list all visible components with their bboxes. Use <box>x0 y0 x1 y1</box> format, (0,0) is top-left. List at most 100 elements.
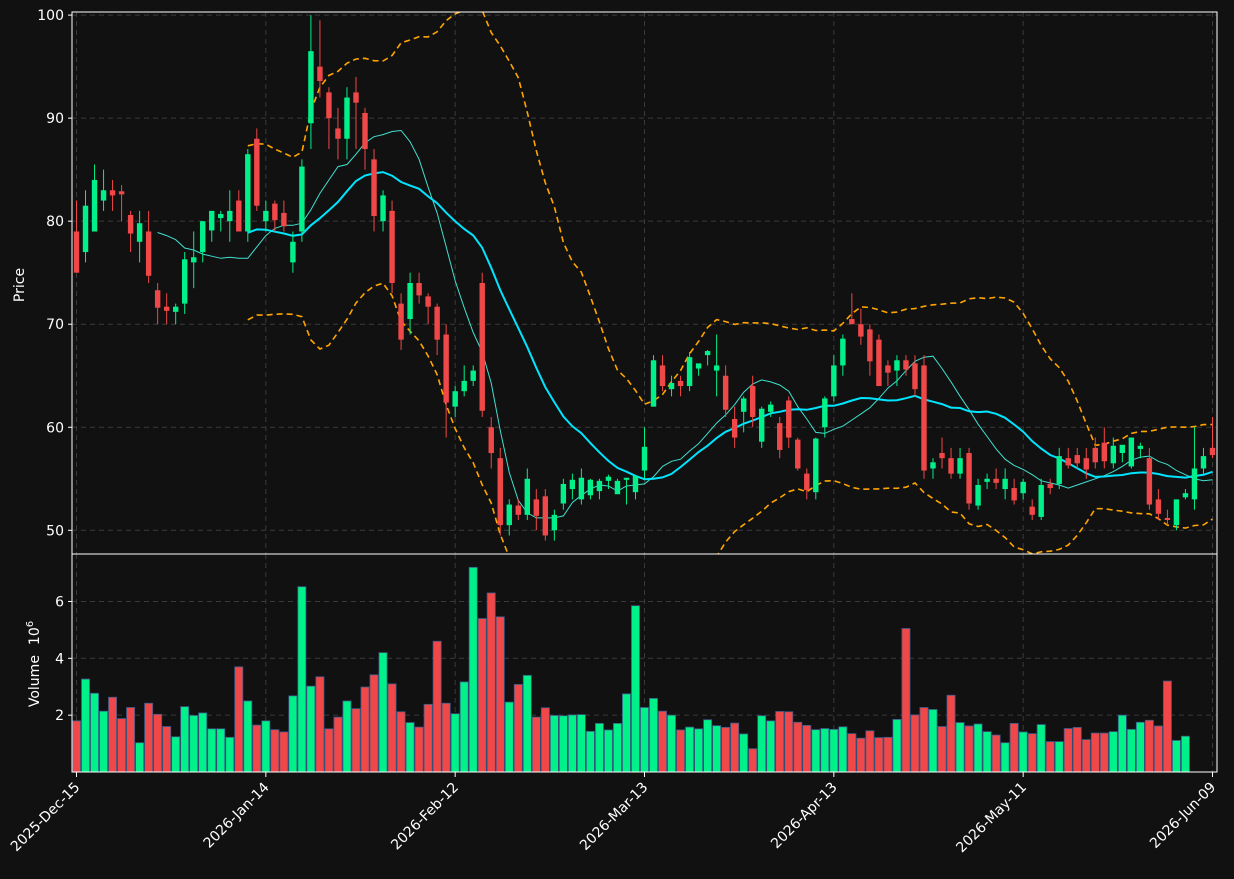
candle-body <box>867 329 873 362</box>
candle-body <box>894 360 900 371</box>
volume-bar <box>1045 741 1055 773</box>
volume-bar <box>775 711 785 773</box>
volume-axis-exponent-base: 10 <box>27 627 43 645</box>
price-tick-label: 60 <box>46 420 64 436</box>
volume-bar <box>712 725 722 773</box>
volume-tick-label: 4 <box>55 651 64 667</box>
volume-bar <box>793 721 803 773</box>
candle-body <box>326 92 332 119</box>
volume-bar <box>216 728 226 773</box>
volume-bar <box>1153 725 1163 773</box>
candle-body <box>254 138 260 206</box>
candle-body <box>371 159 377 217</box>
volume-bar <box>919 707 929 773</box>
candle-body <box>154 290 161 308</box>
volume-bar <box>369 674 379 773</box>
volume-bar <box>468 566 478 773</box>
candle-body <box>470 370 476 381</box>
candle-body <box>921 365 927 471</box>
candle-body <box>209 210 215 231</box>
candle-body <box>605 476 612 481</box>
volume-bar <box>414 726 424 773</box>
candle-body <box>939 453 945 459</box>
volume-bar <box>694 728 704 773</box>
volume-bar <box>883 736 893 773</box>
candle-body <box>191 257 197 263</box>
volume-bar <box>1144 719 1154 773</box>
candle-body <box>641 446 648 471</box>
volume-bar <box>99 710 109 773</box>
candle-body <box>1056 456 1062 484</box>
volume-bar <box>631 605 640 773</box>
candle-body <box>317 66 323 82</box>
volume-bar <box>1099 732 1109 773</box>
volume-bar <box>721 726 731 773</box>
volume-bar <box>1135 721 1145 773</box>
volume-bar <box>658 710 667 773</box>
price-axis-ticks: 50 60 70 80 90 100 <box>37 8 72 539</box>
lower-band-line <box>247 282 1213 554</box>
volume-bar <box>585 730 595 773</box>
volume-bar <box>396 711 406 773</box>
candle-body <box>1092 447 1098 463</box>
volume-bar <box>928 709 938 773</box>
candle-body <box>948 458 954 474</box>
volume-bar <box>549 715 559 773</box>
candle-body <box>1110 445 1117 464</box>
volume-bar <box>1036 724 1046 773</box>
candle-body <box>713 365 720 371</box>
candle-body <box>389 210 395 283</box>
candle-body <box>1128 437 1135 467</box>
candle-body <box>299 166 305 232</box>
candle-body <box>218 213 224 219</box>
volume-bar <box>486 592 496 773</box>
candle-body <box>695 363 702 369</box>
volume-bar <box>108 696 118 773</box>
price-tick-label: 80 <box>46 214 64 230</box>
candle-body <box>1047 483 1053 489</box>
volume-bar <box>261 720 271 773</box>
candle-body <box>722 375 729 410</box>
volume-bar <box>450 713 460 773</box>
volume-bar <box>333 716 343 773</box>
volume-bar <box>1081 739 1091 773</box>
volume-bar <box>739 733 749 773</box>
candle-body <box>623 477 630 480</box>
volume-bar <box>1171 740 1181 773</box>
volume-bar <box>1000 742 1010 773</box>
candle-body <box>786 400 792 438</box>
volume-bar <box>865 730 875 773</box>
volume-bar <box>306 685 316 773</box>
candle-body <box>181 259 188 304</box>
volume-bar <box>279 731 289 773</box>
volume-bar <box>405 722 415 773</box>
volume-bar <box>270 729 280 773</box>
candle-body <box>407 283 413 320</box>
candle-body <box>145 231 152 276</box>
volume-bar <box>703 719 713 773</box>
candle-body <box>136 223 143 242</box>
candle-body <box>930 462 936 469</box>
volume-bar <box>901 628 911 773</box>
candle-body <box>903 360 909 370</box>
candle-body <box>822 398 828 428</box>
volume-bar <box>90 692 99 773</box>
volume-bar <box>802 724 812 773</box>
volume-bar <box>558 715 568 773</box>
candle-body <box>957 458 963 474</box>
price-tick-label: 70 <box>46 317 64 333</box>
candle-body <box>281 212 287 227</box>
candle-body <box>1200 456 1207 469</box>
candle-body <box>272 203 278 221</box>
volume-bar <box>351 708 361 773</box>
volume-bar <box>531 716 541 773</box>
candle-body <box>1182 493 1189 498</box>
candle-body <box>73 231 80 273</box>
volume-bar <box>1072 726 1082 773</box>
volume-bar <box>207 728 217 773</box>
volume-bar <box>991 734 1001 773</box>
candle-body <box>533 499 540 516</box>
candle-body <box>876 339 882 387</box>
candle-body <box>885 365 891 373</box>
candle-body <box>163 306 170 311</box>
